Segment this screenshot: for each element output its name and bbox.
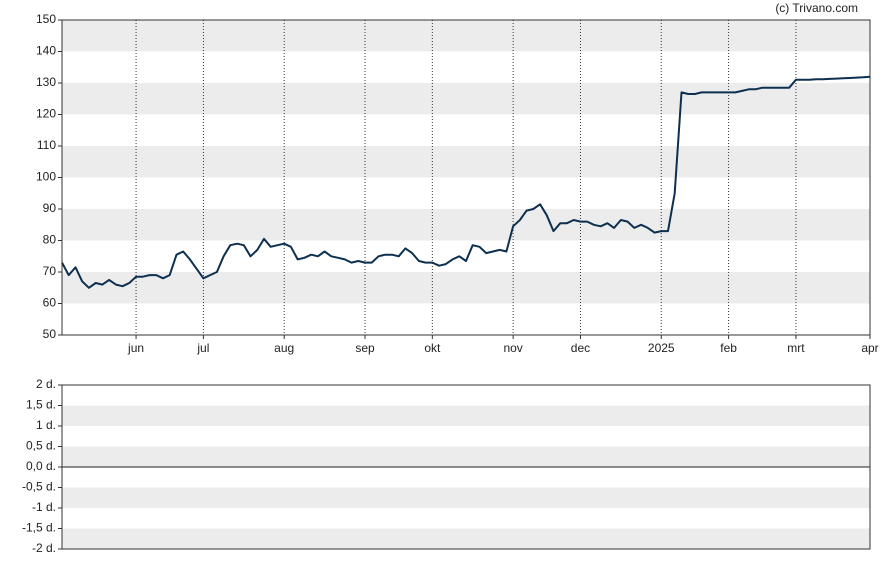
x-tick-label: feb	[720, 341, 737, 355]
y-tick-label: -1 d.	[32, 500, 56, 514]
grid-band	[62, 146, 870, 178]
grid-band	[62, 272, 870, 304]
grid-band	[62, 83, 870, 115]
grid-band	[62, 487, 870, 508]
y-tick-label: 0,0 d.	[26, 459, 56, 473]
y-tick-label: -0,5 d.	[22, 480, 56, 494]
y-tick-label: 70	[43, 264, 57, 278]
y-tick-label: 120	[36, 107, 56, 121]
y-tick-label: 80	[43, 233, 57, 247]
y-tick-label: 90	[43, 201, 57, 215]
plot-frame	[61, 384, 871, 550]
x-tick-label: nov	[503, 341, 522, 355]
source-label: (c) Trivano.com	[775, 1, 858, 15]
x-tick-label: jun	[127, 341, 144, 355]
grid-band	[62, 446, 870, 467]
y-tick-label: -1,5 d.	[22, 521, 56, 535]
y-tick-label: 2 d.	[36, 377, 56, 391]
x-tick-label: mrt	[787, 341, 805, 355]
y-tick-label: 50	[43, 327, 57, 341]
grid-band	[62, 209, 870, 241]
y-tick-label: 1 d.	[36, 418, 56, 432]
y-tick-label: 0,5 d.	[26, 439, 56, 453]
x-tick-label: jul	[196, 341, 209, 355]
y-tick-label: 100	[36, 170, 56, 184]
y-tick-label: 1,5 d.	[26, 398, 56, 412]
grid-band	[62, 405, 870, 426]
x-tick-label: dec	[571, 341, 590, 355]
grid-band	[62, 528, 870, 549]
grid-band	[62, 20, 870, 52]
y-tick-label: 60	[43, 296, 57, 310]
x-tick-label: 2025	[648, 341, 675, 355]
y-tick-label: 130	[36, 75, 56, 89]
price-line	[61, 75, 871, 289]
x-tick-label: sep	[355, 341, 375, 355]
x-tick-label: aug	[274, 341, 294, 355]
y-tick-label: -2 d.	[32, 541, 56, 555]
plot-frame	[61, 19, 871, 336]
y-tick-label: 150	[36, 12, 56, 26]
y-tick-label: 110	[37, 138, 56, 152]
x-tick-label: apr	[861, 341, 878, 355]
y-tick-label: 140	[36, 44, 56, 58]
x-tick-label: okt	[424, 341, 441, 355]
